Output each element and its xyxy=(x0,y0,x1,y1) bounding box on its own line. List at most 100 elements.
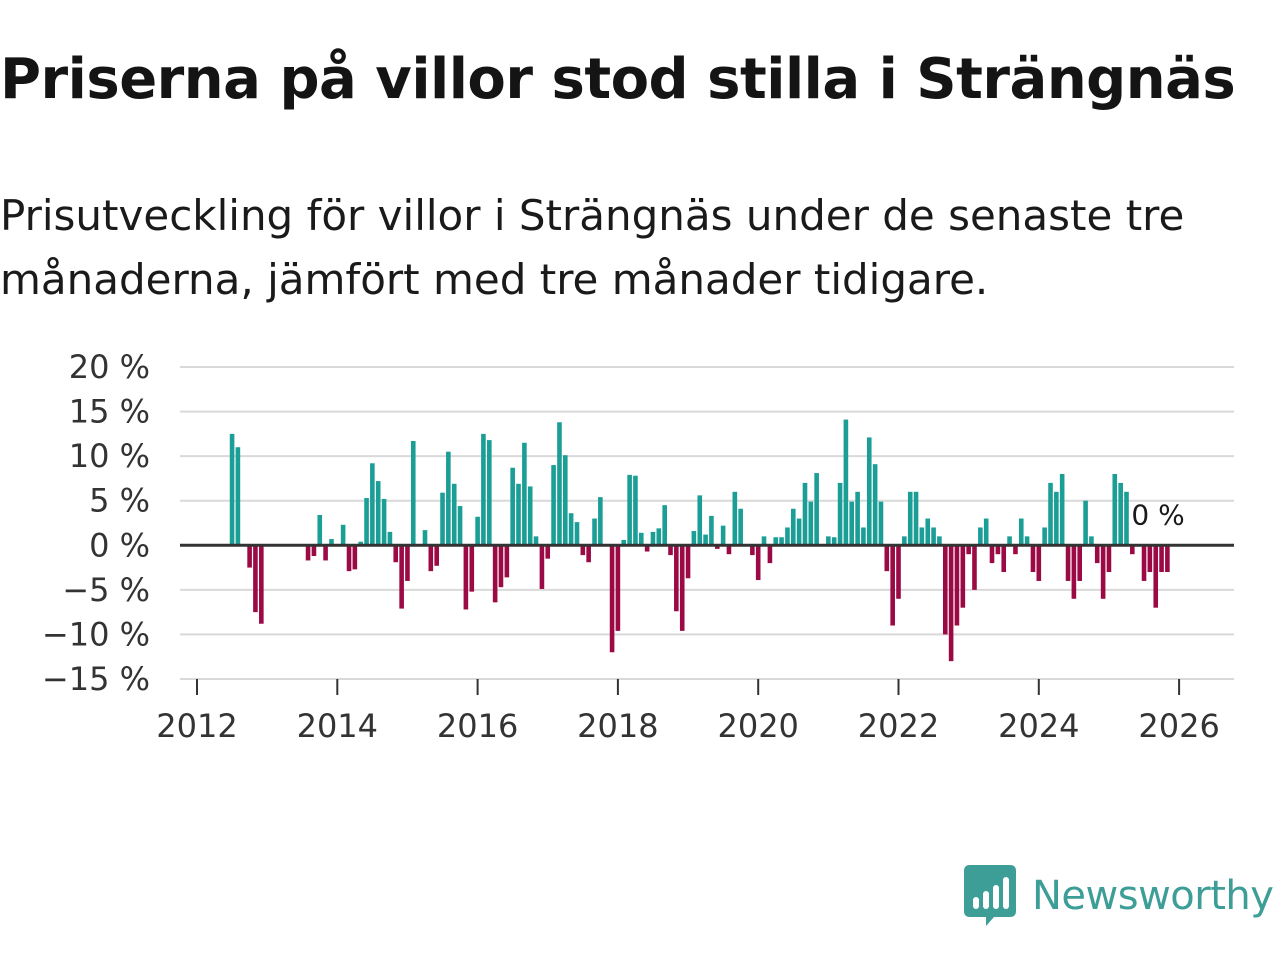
bar xyxy=(831,537,837,546)
y-tick-label: 20 % xyxy=(69,348,150,386)
bar xyxy=(703,534,708,546)
bar xyxy=(446,451,451,546)
bar xyxy=(598,497,603,546)
bar xyxy=(808,501,814,546)
grid-lines xyxy=(180,366,1234,680)
bar xyxy=(878,501,884,546)
bar xyxy=(1001,545,1007,573)
bar xyxy=(352,545,358,570)
bar xyxy=(633,475,638,546)
bar xyxy=(896,545,901,599)
bar xyxy=(1042,527,1047,546)
newsworthy-logo[interactable]: Newsworthy xyxy=(964,864,1274,928)
newsworthy-logo-icon xyxy=(964,865,1016,926)
latest-value-label: 0 % xyxy=(1131,498,1184,531)
bar xyxy=(785,527,790,546)
bar xyxy=(562,455,568,546)
bar xyxy=(1036,545,1042,581)
bar xyxy=(761,536,767,546)
bar xyxy=(393,545,399,563)
bar xyxy=(481,433,486,546)
bar xyxy=(551,465,556,546)
bar xyxy=(346,545,352,572)
bar xyxy=(662,505,667,546)
y-tick-label: −10 % xyxy=(42,615,150,653)
x-axis-ticks: 2012 2014 2016 2018 2020 2022 2024 2026 xyxy=(156,679,1220,745)
y-tick-label: −15 % xyxy=(42,660,150,698)
bar xyxy=(329,539,334,546)
bar xyxy=(638,532,644,546)
bar xyxy=(978,527,983,546)
bar xyxy=(866,437,872,546)
bar xyxy=(1153,545,1159,608)
bar xyxy=(498,545,504,588)
bar xyxy=(545,545,551,559)
bar xyxy=(1048,482,1053,546)
bar xyxy=(533,536,539,546)
bar xyxy=(1007,536,1012,546)
bar xyxy=(229,433,235,546)
bar xyxy=(305,545,311,561)
bar xyxy=(674,545,679,612)
bar xyxy=(1089,536,1094,546)
bar xyxy=(358,541,363,546)
bar xyxy=(522,442,527,546)
x-tick-label: 2012 xyxy=(156,707,237,745)
bar xyxy=(1112,473,1118,546)
bar xyxy=(738,508,743,546)
bar xyxy=(1065,545,1071,581)
bar xyxy=(375,481,381,546)
y-tick-label: −5 % xyxy=(62,571,150,609)
bar xyxy=(972,545,977,590)
bar xyxy=(1124,491,1129,546)
x-tick-label: 2014 xyxy=(297,707,378,745)
chart-subtitle: Prisutveckling för villor i Strängnäs un… xyxy=(0,191,1185,304)
bar xyxy=(720,525,726,546)
bar xyxy=(750,545,755,556)
bar xyxy=(247,545,252,568)
bar xyxy=(340,524,346,546)
bar xyxy=(995,545,1001,555)
bar xyxy=(504,545,510,578)
bar xyxy=(919,527,925,546)
bar xyxy=(492,545,498,603)
bar xyxy=(463,545,469,610)
bar xyxy=(861,527,866,546)
bar xyxy=(796,518,802,546)
bar xyxy=(615,545,621,631)
y-tick-label: 15 % xyxy=(69,393,150,431)
bar xyxy=(913,491,919,546)
bar xyxy=(510,467,515,546)
newsworthy-wordmark: Newsworthy xyxy=(1032,873,1274,919)
bar xyxy=(1018,518,1024,546)
bar xyxy=(937,536,942,546)
bar xyxy=(826,536,831,546)
bar xyxy=(235,447,241,546)
bar xyxy=(1054,491,1059,546)
bar xyxy=(767,545,773,564)
bar xyxy=(457,506,463,546)
bar xyxy=(884,545,890,572)
bar xyxy=(317,514,323,546)
bar xyxy=(1030,545,1036,573)
y-axis-ticks: 20 % 15 % 10 % 5 % 0 % −5 % −10 % −15 % xyxy=(42,348,150,698)
bar xyxy=(907,491,913,546)
bar xyxy=(487,440,492,546)
bar xyxy=(451,483,457,546)
bar xyxy=(726,545,732,555)
bar xyxy=(925,518,931,546)
x-tick-label: 2026 xyxy=(1138,707,1219,745)
bar xyxy=(311,545,317,556)
bar xyxy=(755,545,761,581)
x-tick-label: 2022 xyxy=(858,707,939,745)
bar xyxy=(931,527,936,546)
bar xyxy=(983,518,989,546)
bar xyxy=(1094,545,1100,564)
bar xyxy=(364,498,369,546)
x-tick-label: 2020 xyxy=(717,707,798,745)
bar xyxy=(650,531,656,546)
bar xyxy=(381,498,387,546)
bar xyxy=(387,531,393,546)
bar xyxy=(1159,545,1164,573)
bar xyxy=(1141,545,1147,581)
